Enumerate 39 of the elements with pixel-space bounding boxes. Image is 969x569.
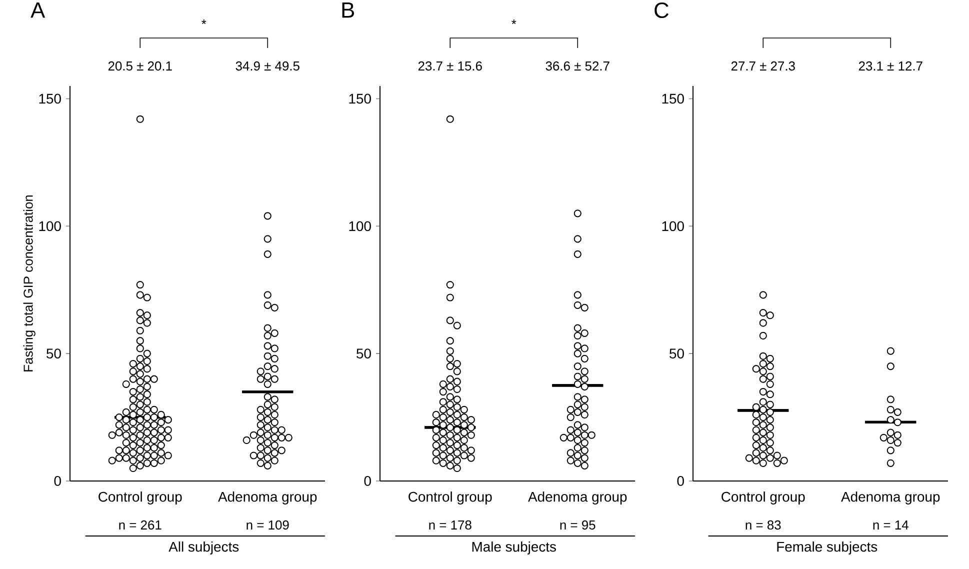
text: n = 261 [119,520,162,530]
text: n = 109 [246,520,289,530]
y-tick-label: 0 [677,476,684,486]
y-tick-label: 100 [662,221,684,232]
y-tick-label: 50 [356,348,371,359]
text: n = 83 [746,520,781,530]
x-tick-label: Adenoma group [218,492,317,504]
y-tick-label: 0 [364,476,371,486]
text: A [30,2,46,18]
text: 23.7 ± 15.6 [418,61,482,71]
y-tick-label: 50 [46,348,61,359]
x-tick-label: Adenoma group [528,492,627,504]
text: * [202,20,206,24]
text: 34.9 ± 49.5 [236,61,300,71]
x-tick-label: Control group [98,492,182,504]
text: n = 14 [873,520,908,530]
y-tick-label: 150 [39,94,61,104]
y-tick-label: 50 [670,348,684,359]
text: 20.5 ± 20.1 [108,61,172,71]
text: Male subjects [472,541,556,554]
text: Female subjects [777,541,878,554]
y-tick-label: 150 [349,94,371,104]
x-tick-label: Control group [722,492,805,504]
text: n = 178 [429,520,472,530]
y-tick-label: 100 [39,221,61,232]
text: n = 95 [560,520,596,530]
y-tick-label: 150 [662,94,684,104]
text: C [654,2,669,18]
y-tick-label: 0 [54,476,61,486]
text: 27.7 ± 27.3 [731,61,795,71]
y-tick-label: 100 [349,221,371,232]
y-axis-title: Fasting total GIP concentration [23,195,36,372]
x-tick-label: Adenoma group [841,492,940,504]
text: B [342,2,354,18]
text: * [512,20,516,24]
x-tick-label: Control group [408,492,492,504]
text: All subjects [168,541,239,554]
text: 23.1 ± 12.7 [858,61,922,71]
text: 36.6 ± 52.7 [546,61,610,71]
